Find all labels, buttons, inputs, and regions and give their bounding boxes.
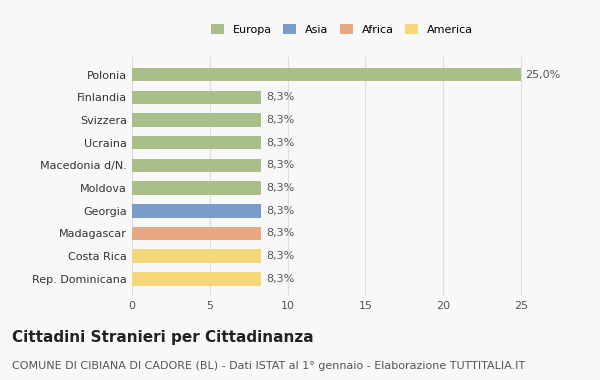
Text: 8,3%: 8,3% xyxy=(266,160,294,170)
Text: 8,3%: 8,3% xyxy=(266,206,294,216)
Text: 8,3%: 8,3% xyxy=(266,92,294,102)
Text: 8,3%: 8,3% xyxy=(266,228,294,238)
Bar xyxy=(132,113,261,127)
Bar xyxy=(132,249,261,263)
Bar xyxy=(132,204,261,217)
Text: COMUNE DI CIBIANA DI CADORE (BL) - Dati ISTAT al 1° gennaio - Elaborazione TUTTI: COMUNE DI CIBIANA DI CADORE (BL) - Dati … xyxy=(12,361,525,370)
Bar xyxy=(132,90,261,104)
Bar xyxy=(132,158,261,172)
Bar xyxy=(132,181,261,195)
Text: 8,3%: 8,3% xyxy=(266,138,294,148)
Text: 8,3%: 8,3% xyxy=(266,274,294,284)
Text: 8,3%: 8,3% xyxy=(266,183,294,193)
Text: 8,3%: 8,3% xyxy=(266,251,294,261)
Bar xyxy=(132,272,261,285)
Text: 25,0%: 25,0% xyxy=(526,70,561,80)
Text: Cittadini Stranieri per Cittadinanza: Cittadini Stranieri per Cittadinanza xyxy=(12,330,314,345)
Text: 8,3%: 8,3% xyxy=(266,115,294,125)
Bar xyxy=(132,68,521,81)
Legend: Europa, Asia, Africa, America: Europa, Asia, Africa, America xyxy=(206,19,478,39)
Bar xyxy=(132,136,261,149)
Bar xyxy=(132,226,261,240)
